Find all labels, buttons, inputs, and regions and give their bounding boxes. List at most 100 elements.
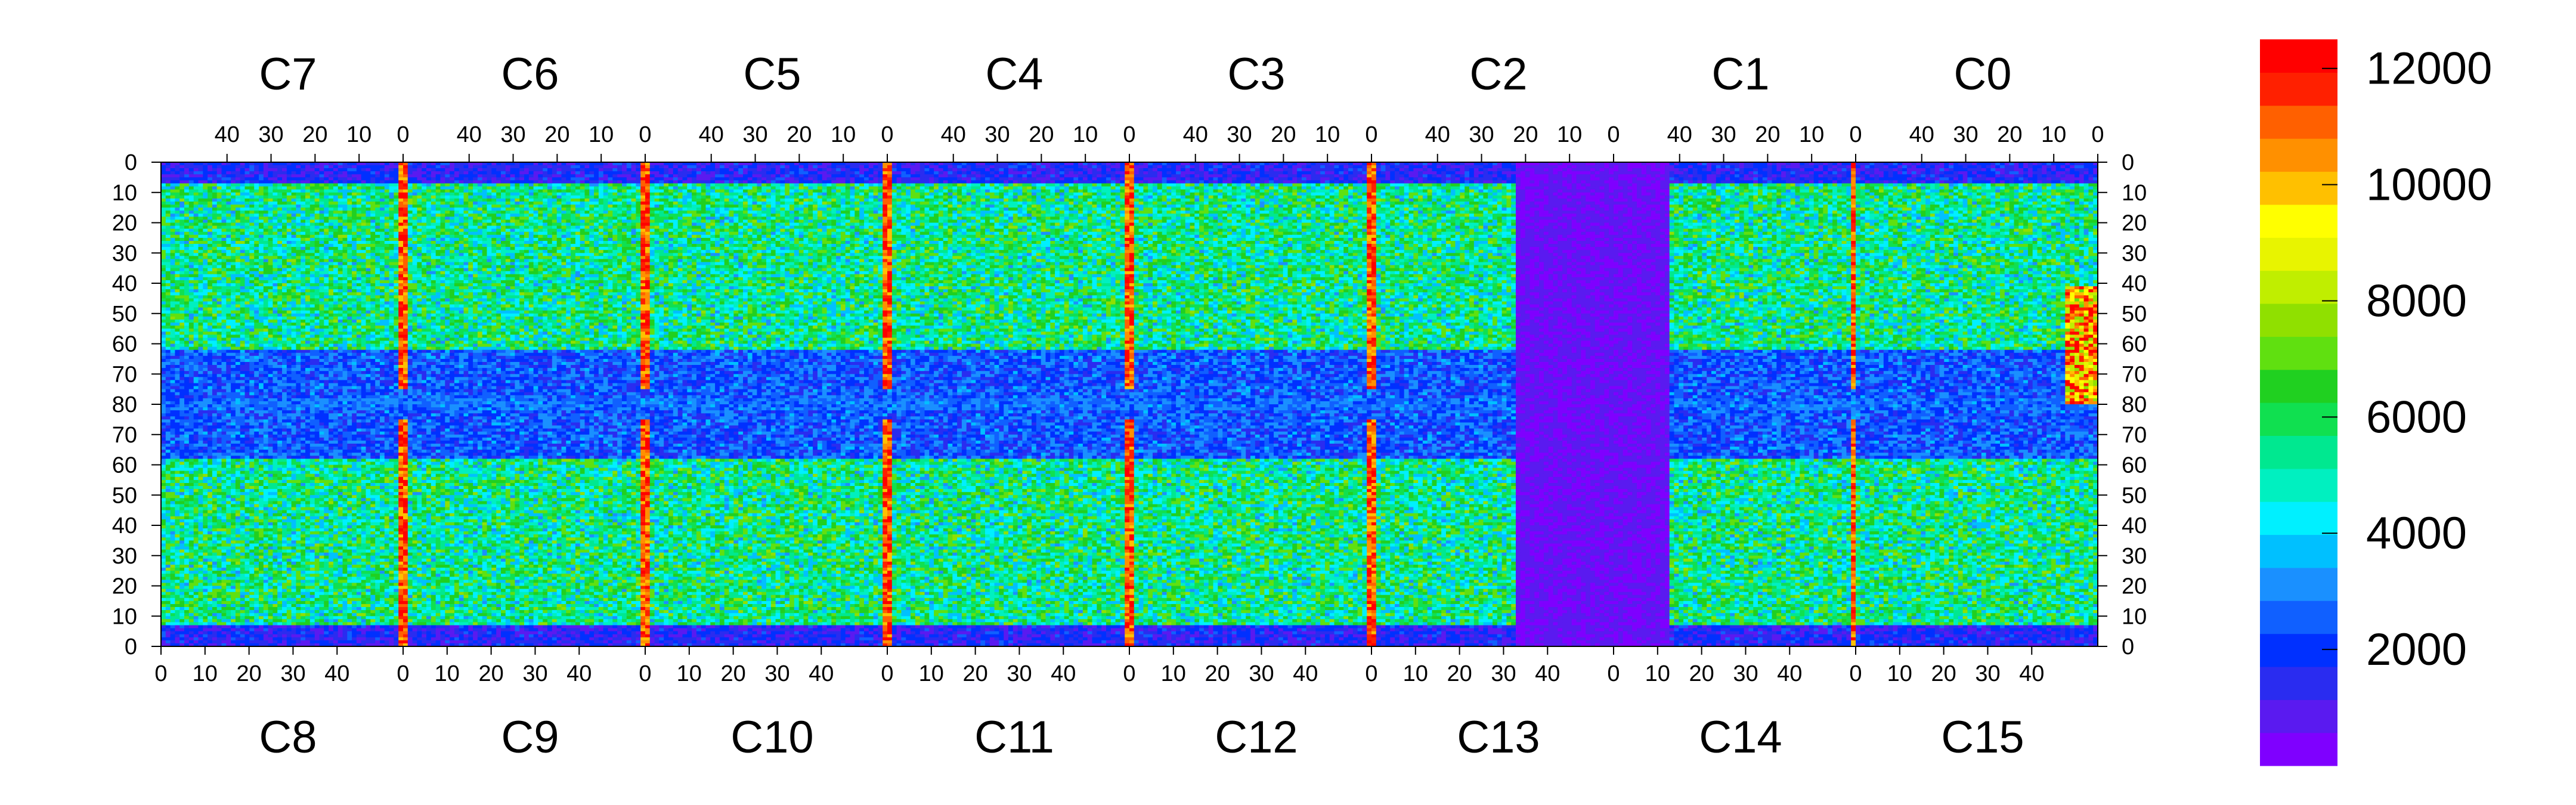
heatmap-cell: [268, 280, 273, 284]
heatmap-cell: [301, 199, 305, 202]
heatmap-cell: [398, 277, 403, 281]
heatmap-cell: [179, 196, 184, 199]
heatmap-cell: [161, 180, 166, 184]
heatmap-cell: [222, 232, 227, 236]
heatmap-cell: [212, 277, 217, 281]
heatmap-cell: [273, 184, 277, 187]
heatmap-cell: [320, 235, 324, 239]
heatmap-cell: [329, 165, 333, 169]
heatmap-cell: [338, 210, 343, 214]
heatmap-cell: [194, 244, 199, 247]
heatmap-cell: [240, 199, 245, 202]
heatmap-cell: [179, 256, 184, 259]
heatmap-cell: [175, 253, 179, 256]
heatmap-cell: [310, 259, 315, 262]
heatmap-cell: [320, 265, 324, 269]
heatmap-cell: [259, 259, 264, 262]
heatmap-cell: [310, 280, 315, 284]
heatmap-cell: [199, 210, 203, 214]
heatmap-cell: [268, 168, 273, 172]
heatmap-cell: [370, 180, 375, 184]
heatmap-cell: [301, 277, 305, 281]
heatmap-cell: [398, 226, 403, 230]
heatmap-cell: [199, 171, 203, 175]
heatmap-cell: [282, 199, 287, 202]
heatmap-cell: [203, 180, 208, 184]
heatmap-cell: [394, 190, 398, 193]
heatmap-cell: [296, 283, 301, 287]
heatmap-cell: [385, 262, 389, 266]
heatmap-cell: [226, 219, 231, 223]
heatmap-cell: [212, 219, 217, 223]
heatmap-cell: [366, 280, 371, 284]
heatmap-cell: [357, 223, 361, 227]
heatmap-cell: [301, 216, 305, 220]
heatmap-cell: [171, 241, 175, 244]
heatmap-cell: [370, 168, 375, 172]
heatmap-cell: [375, 271, 380, 275]
heatmap-cell: [254, 256, 259, 259]
heatmap-cell: [333, 216, 338, 220]
heatmap-cell: [259, 232, 264, 236]
heatmap-cell: [236, 265, 240, 269]
heatmap-cell: [264, 226, 268, 230]
heatmap-cell: [179, 283, 184, 287]
heatmap-cell: [315, 289, 320, 293]
heatmap-cell: [166, 247, 171, 250]
heatmap-cell: [184, 213, 189, 217]
heatmap-cell: [380, 262, 385, 266]
heatmap-cell: [226, 199, 231, 202]
heatmap-cell: [264, 289, 268, 293]
heatmap-cell: [264, 283, 268, 287]
heatmap-cell: [249, 223, 254, 227]
heatmap-cell: [249, 256, 254, 259]
heatmap-cell: [199, 247, 203, 250]
heatmap-cell: [366, 171, 371, 175]
heatmap-cell: [171, 280, 175, 284]
heatmap-cell: [282, 180, 287, 184]
heatmap-cell: [166, 202, 171, 205]
heatmap-cell: [222, 216, 227, 220]
heatmap-cell: [179, 277, 184, 281]
heatmap-cell: [301, 165, 305, 169]
heatmap-cell: [249, 168, 254, 172]
heatmap-cell: [361, 277, 366, 281]
heatmap-cell: [259, 165, 264, 169]
heatmap-cell: [231, 274, 236, 278]
heatmap-cell: [222, 199, 227, 202]
heatmap-cell: [338, 259, 343, 262]
heatmap-cell: [208, 219, 212, 223]
heatmap-cell: [315, 265, 320, 269]
heatmap-cell: [310, 208, 315, 211]
heatmap-cell: [287, 286, 292, 290]
heatmap-cell: [320, 216, 324, 220]
heatmap-cell: [333, 229, 338, 233]
heatmap-cell: [166, 187, 171, 190]
heatmap-cell: [389, 223, 394, 227]
heatmap-cell: [203, 216, 208, 220]
heatmap-cell: [352, 171, 357, 175]
heatmap-cell: [343, 271, 348, 275]
heatmap-cell: [175, 199, 179, 202]
heatmap-cell: [277, 190, 282, 193]
heatmap-cell: [179, 280, 184, 284]
heatmap-cell: [287, 190, 292, 193]
heatmap-cell: [389, 241, 394, 244]
heatmap-cell: [292, 202, 296, 205]
heatmap-cell: [222, 262, 227, 266]
heatmap-cell: [282, 268, 287, 272]
heatmap-cell: [231, 286, 236, 290]
heatmap-cell: [287, 250, 292, 253]
heatmap-cell: [203, 262, 208, 266]
heatmap-cell: [203, 171, 208, 175]
heatmap-cell: [240, 213, 245, 217]
heatmap-cell: [264, 187, 268, 190]
heatmap-cell: [357, 205, 361, 208]
heatmap-cell: [208, 253, 212, 256]
heatmap-cell: [231, 184, 236, 187]
heatmap-cell: [236, 193, 240, 196]
heatmap-cell: [277, 208, 282, 211]
heatmap-cell: [175, 174, 179, 178]
heatmap-cell: [296, 247, 301, 250]
heatmap-cell: [161, 280, 166, 284]
